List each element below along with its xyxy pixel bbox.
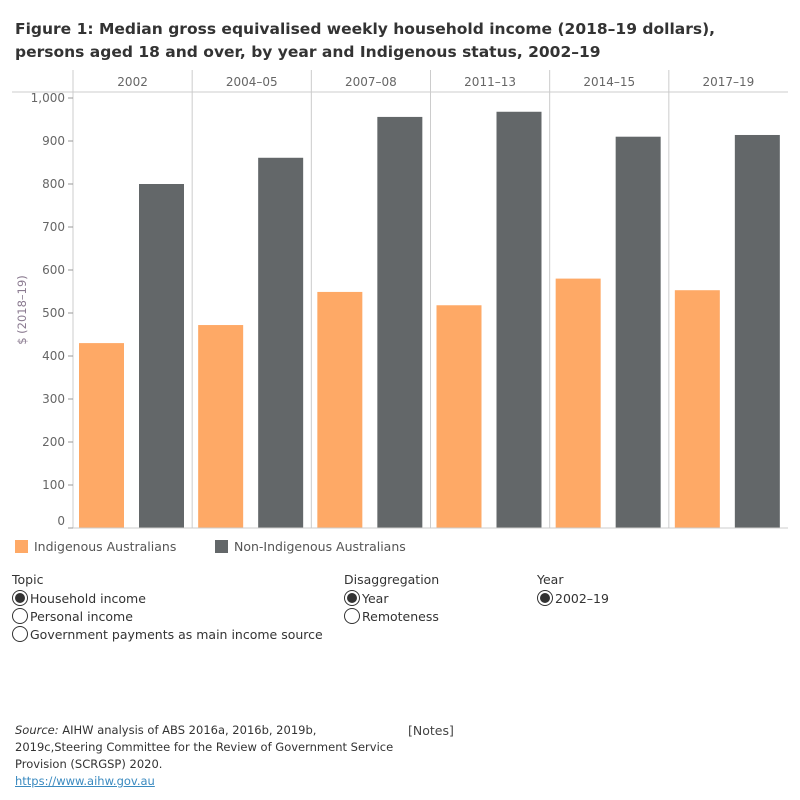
- legend-swatch: [15, 540, 28, 553]
- topic-option[interactable]: Household income: [12, 589, 323, 607]
- y-tick-label: 400: [42, 349, 65, 363]
- bar-chart: 2002 2004–05 2007–08 2011–13 2014–15 2017–19 0…: [12, 70, 788, 529]
- notes-button[interactable]: [Notes]: [408, 723, 454, 738]
- bar-indigenous[interactable]: [317, 291, 363, 528]
- source-text: AIHW analysis of ABS 2016a, 2016b, 2019b…: [15, 723, 394, 771]
- disaggregation-label: Disaggregation: [344, 572, 440, 587]
- x-tick-label: 2004–05: [226, 75, 278, 89]
- radio-button-icon[interactable]: [12, 626, 28, 642]
- disaggregation-filter: Disaggregation Year Remoteness: [344, 572, 439, 625]
- radio-label: Personal income: [30, 608, 133, 624]
- bar-non-indigenous[interactable]: [734, 134, 780, 529]
- y-tick-label: 500: [42, 306, 65, 320]
- legend-item-non-indigenous[interactable]: Non-Indigenous Australians: [215, 539, 406, 554]
- y-tick-label: 300: [42, 392, 65, 406]
- legend-item-indigenous[interactable]: Indigenous Australians: [15, 539, 176, 554]
- x-tick-label: 2011–13: [464, 75, 516, 89]
- topic-option[interactable]: Government payments as main income sourc…: [12, 625, 323, 643]
- year-label: Year: [537, 572, 564, 587]
- y-tick-label: 900: [42, 134, 65, 148]
- legend-swatch: [215, 540, 228, 553]
- year-option[interactable]: 2002–19: [537, 589, 609, 607]
- bar-indigenous[interactable]: [555, 278, 601, 528]
- y-tick-label: 1,000: [31, 91, 65, 105]
- topic-option[interactable]: Personal income: [12, 607, 323, 625]
- bar-non-indigenous[interactable]: [139, 184, 184, 528]
- radio-label: 2002–19: [555, 590, 609, 606]
- y-tick-label: 200: [42, 435, 65, 449]
- y-tick-label: 100: [42, 478, 65, 492]
- year-filter: Year 2002–19: [537, 572, 609, 607]
- topic-filter: Topic Household income Personal income Gov…: [12, 572, 323, 643]
- bar-indigenous[interactable]: [436, 305, 482, 528]
- radio-label: Remoteness: [362, 608, 439, 624]
- y-tick-label: 800: [42, 177, 65, 191]
- aihw-link[interactable]: https://www.aihw.gov.au: [15, 774, 155, 788]
- radio-label: Year: [362, 590, 389, 606]
- chart-title: Figure 1: Median gross equivalised weekl…: [15, 20, 716, 61]
- bar-indigenous[interactable]: [198, 325, 244, 528]
- bar-non-indigenous[interactable]: [496, 111, 542, 528]
- y-tick-label: 700: [42, 220, 65, 234]
- radio-label: Household income: [30, 590, 146, 606]
- x-tick-label: 2017–19: [703, 75, 755, 89]
- radio-button-icon[interactable]: [344, 590, 360, 606]
- radio-button-icon[interactable]: [537, 590, 553, 606]
- radio-label: Government payments as main income sourc…: [30, 626, 323, 642]
- x-tick-label: 2014–15: [583, 75, 635, 89]
- x-tick-label: 2007–08: [345, 75, 397, 89]
- radio-button-icon[interactable]: [12, 608, 28, 624]
- radio-button-icon[interactable]: [344, 608, 360, 624]
- topic-label: Topic: [12, 572, 44, 587]
- disaggregation-option[interactable]: Year: [344, 589, 439, 607]
- bar-indigenous[interactable]: [79, 343, 124, 528]
- radio-button-icon[interactable]: [12, 590, 28, 606]
- bar-non-indigenous[interactable]: [615, 136, 661, 528]
- bar-non-indigenous[interactable]: [258, 157, 304, 528]
- y-tick-label: 600: [42, 263, 65, 277]
- x-tick-label: 2002: [117, 75, 148, 89]
- y-tick-label: 0: [57, 514, 65, 528]
- bar-non-indigenous[interactable]: [377, 116, 423, 529]
- source-prefix: Source:: [15, 723, 59, 737]
- source-note: Source: AIHW analysis of ABS 2016a, 2016…: [15, 722, 395, 790]
- legend-label: Indigenous Australians: [34, 539, 177, 554]
- y-axis-label: $ (2018–19): [15, 275, 29, 345]
- legend-label: Non-Indigenous Australians: [234, 539, 406, 554]
- bar-indigenous[interactable]: [674, 290, 720, 528]
- disaggregation-option[interactable]: Remoteness: [344, 607, 439, 625]
